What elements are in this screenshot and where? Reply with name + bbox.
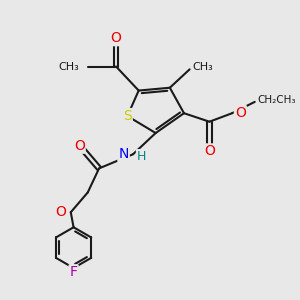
Text: O: O [235,106,246,120]
Text: CH₂CH₃: CH₂CH₃ [258,95,296,106]
Text: O: O [74,139,85,153]
Text: S: S [123,109,132,123]
Text: O: O [111,31,122,45]
Text: CH₃: CH₃ [58,61,79,71]
Text: H: H [137,150,146,163]
Text: F: F [70,265,78,279]
Text: O: O [56,205,67,219]
Text: O: O [204,144,215,158]
Text: N: N [118,147,129,161]
Text: CH₃: CH₃ [193,61,213,71]
